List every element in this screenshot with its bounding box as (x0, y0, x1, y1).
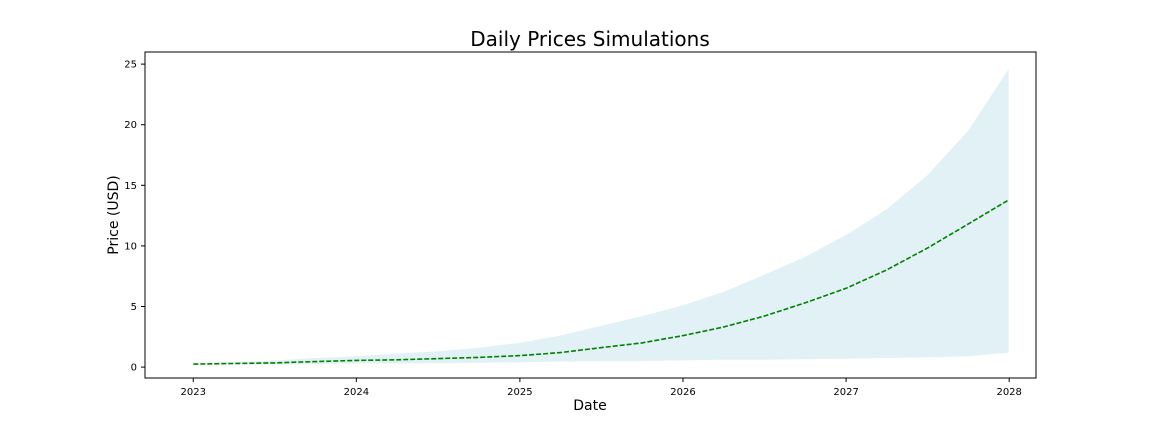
x-tick-label: 2023 (181, 387, 206, 398)
y-tick-label: 5 (131, 302, 137, 313)
y-axis-label: Price (USD) (106, 175, 122, 254)
y-tick-label: 0 (131, 363, 137, 374)
x-axis: 2023 2024 2025 2026 2027 2028 (181, 378, 1022, 398)
x-tick-label: 2026 (670, 387, 695, 398)
x-tick-label: 2028 (996, 387, 1021, 398)
y-axis: 0 5 10 15 20 25 (124, 60, 145, 374)
x-tick-label: 2027 (833, 387, 858, 398)
y-tick-label: 15 (124, 181, 137, 192)
x-tick-label: 2024 (344, 387, 369, 398)
x-tick-label: 2025 (507, 387, 532, 398)
x-axis-label: Date (573, 398, 606, 414)
y-tick-label: 10 (124, 241, 137, 252)
y-tick-label: 25 (124, 60, 137, 71)
chart-title: Daily Prices Simulations (470, 27, 709, 51)
y-tick-label: 20 (124, 120, 137, 131)
mean-price-line (193, 199, 1010, 365)
confidence-band-layer (193, 69, 1009, 365)
plot-frame (144, 51, 1037, 379)
mean-line-layer (193, 199, 1010, 365)
confidence-band (193, 69, 1009, 365)
